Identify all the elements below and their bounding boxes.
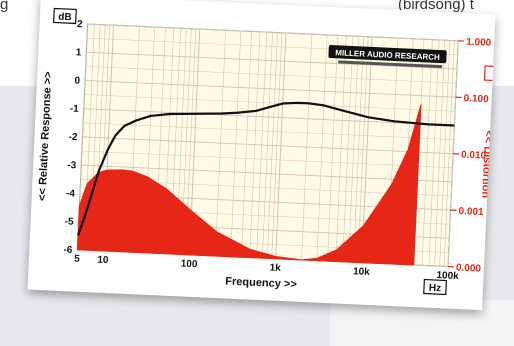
y-tick-label: -4 xyxy=(66,188,76,199)
x-tick-label: 5 xyxy=(74,254,80,265)
y2-tick-label: 0.000 xyxy=(456,262,482,274)
y-tick-label: -2 xyxy=(68,132,78,143)
hz-unit-badge: Hz xyxy=(423,278,447,296)
right-axis-ticks: 1.000 0.100 0.010 0.001 0.000 xyxy=(447,37,492,275)
x-tick-label: 10k xyxy=(353,266,371,278)
y2-tick-label: 0.001 xyxy=(458,206,484,218)
grid-line-horizontal xyxy=(85,66,457,84)
grid-line-horizontal xyxy=(82,136,454,155)
y-tick-label: 0 xyxy=(74,75,80,86)
y-axis-title: << Relative Response >> xyxy=(37,71,55,201)
chart-card: 2 1 0 -1 -2 -3 -4 -5 -6 1.000 0.100 0.010 0.001 0.00… xyxy=(27,0,496,311)
grid-line-horizontal xyxy=(83,122,454,140)
response-series-layer xyxy=(76,101,455,237)
hz-unit-label: Hz xyxy=(429,283,442,295)
page-text-fragment-right: (birdsong) t xyxy=(398,0,474,13)
db-unit-badge: dB xyxy=(53,7,77,25)
grid-line-horizontal xyxy=(81,150,453,169)
grid-line-horizontal xyxy=(81,164,452,183)
x-axis-ticks: 5 10 100 1k 10k 100k xyxy=(74,254,459,282)
grid-line-horizontal xyxy=(87,23,459,42)
grid-line-horizontal xyxy=(83,108,455,126)
page-background-panel-light xyxy=(330,300,514,346)
x-tick-label: 100k xyxy=(436,270,459,282)
x-tick-label: 10 xyxy=(97,255,109,267)
y2-tick-label: 1.000 xyxy=(466,37,492,49)
left-axis-ticks: 2 1 0 -1 -2 -3 -4 -5 -6 xyxy=(63,19,83,256)
right-edge-badge xyxy=(483,65,496,82)
y-tick-label: -1 xyxy=(70,104,80,115)
grid-line-horizontal xyxy=(85,79,456,98)
grid-line-horizontal xyxy=(84,94,456,112)
db-unit-label: dB xyxy=(58,12,72,24)
y2-tick-label: 0.100 xyxy=(463,93,489,105)
y-tick-label: -6 xyxy=(63,245,73,256)
y-tick-label: 2 xyxy=(77,19,83,30)
y2-tick-label: 0.010 xyxy=(461,150,487,162)
page-text-fragment-left: g xyxy=(0,0,9,13)
x-tick-label: 1k xyxy=(269,262,281,274)
grid-line-horizontal xyxy=(86,51,457,70)
x-axis-title: Frequency >> xyxy=(225,275,297,290)
y-tick-label: -3 xyxy=(67,160,77,171)
distortion-series-layer xyxy=(76,104,422,266)
x-tick-label: 100 xyxy=(180,258,198,270)
y-tick-label: 1 xyxy=(76,47,82,58)
frequency-response-chart: 210-1-2-3-4-5-6 1.0000.1000.0100.0010.00… xyxy=(37,7,496,296)
y-tick-label: -5 xyxy=(64,216,74,227)
brand-logo: MILLER AUDIO RESEARCH xyxy=(328,45,447,69)
distortion-area xyxy=(76,104,422,266)
response-line xyxy=(76,101,455,237)
